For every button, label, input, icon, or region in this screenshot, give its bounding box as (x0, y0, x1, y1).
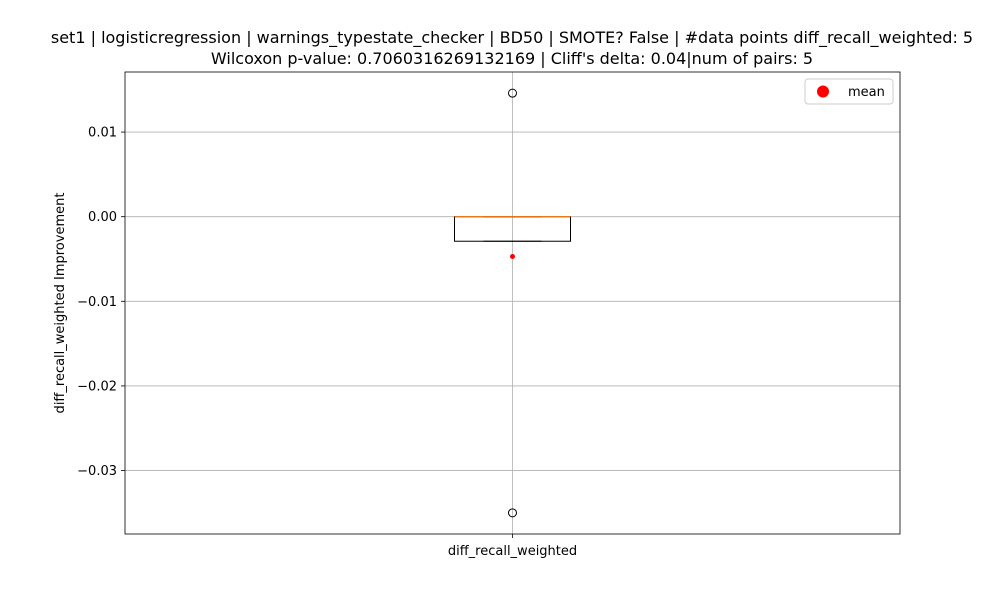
y-tick-label: −0.02 (77, 379, 117, 394)
y-axis-label: diff_recall_weighted Improvement (53, 193, 68, 414)
legend-box (804, 78, 894, 105)
y-tick-label: −0.03 (77, 464, 117, 479)
y-tick-label: 0.00 (88, 210, 117, 225)
y-tick-label: 0.01 (88, 126, 117, 141)
plot-area: 0.01 0.00 −0.01 −0.02 −0.03 diff_recall_weigh… (77, 71, 901, 559)
chart-title-line1: set1 | logisticregression | warnings_typ… (51, 28, 973, 48)
legend-marker-mean (817, 85, 829, 98)
chart-title-line2: Wilcoxon p-value: 0.7060316269132169 | C… (211, 49, 813, 68)
outlier-point (508, 88, 517, 98)
y-tick-label: −0.01 (77, 295, 117, 310)
outlier-point (508, 508, 517, 518)
legend-label-mean: mean (848, 85, 885, 100)
x-tick-label: diff_recall_weighted (448, 544, 577, 559)
mean-point (510, 253, 515, 259)
